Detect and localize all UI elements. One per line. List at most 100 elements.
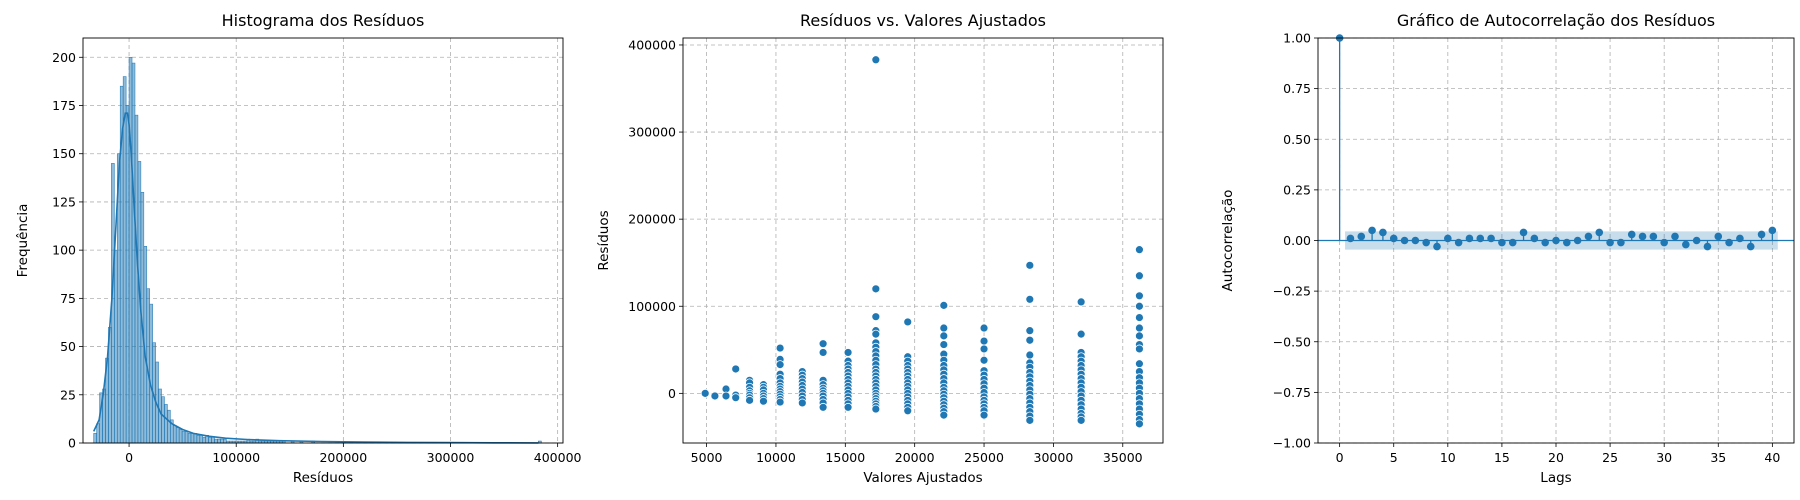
scatter-point: [1025, 326, 1035, 336]
scatter-point: [939, 331, 949, 341]
y-axis-label: Autocorrelação: [1220, 190, 1236, 292]
y-tick-label: 200000: [628, 212, 676, 227]
y-tick-label: 0.25: [1283, 182, 1311, 197]
y-tick-label: 0: [68, 436, 76, 451]
acf-marker: [1422, 238, 1430, 247]
y-tick-label: 100: [52, 243, 76, 258]
histogram-bar: [131, 62, 136, 444]
scatter-point: [1025, 350, 1035, 360]
x-tick-label: 10: [1440, 450, 1456, 465]
histogram-bar: [193, 433, 198, 444]
scatter-point: [1135, 323, 1144, 333]
histogram-bar: [175, 427, 180, 444]
scatter-point: [871, 312, 881, 322]
acf-marker: [1454, 238, 1463, 247]
scatter-point: [939, 340, 949, 349]
histogram-bar: [199, 434, 204, 444]
acf-marker: [1476, 234, 1485, 243]
scatter-point: [1135, 291, 1144, 301]
histogram-bar: [211, 436, 215, 444]
acf-marker: [1617, 238, 1625, 247]
scatter-point: [1135, 245, 1144, 255]
histogram-bar: [128, 56, 133, 444]
y-tick-label: 400000: [628, 37, 676, 52]
plot-frame: [1317, 37, 1795, 444]
x-axis-label: Resíduos: [293, 470, 353, 486]
y-tick-label: 200: [52, 50, 76, 65]
y-tick-label: 1.00: [1283, 31, 1311, 46]
histogram-bar: [196, 434, 201, 444]
x-tick-label: 20000: [895, 450, 935, 465]
x-tick-label: 40: [1764, 450, 1780, 465]
scatter-point: [871, 329, 881, 339]
histogram-bar: [164, 404, 168, 444]
histogram-bar: [181, 431, 186, 444]
y-tick-label: 300000: [628, 125, 676, 140]
x-tick-label: 30: [1656, 450, 1672, 465]
histogram-bar: [96, 423, 100, 444]
scatter-point: [818, 339, 828, 349]
scatter-point: [1135, 271, 1144, 281]
acf-marker: [1714, 232, 1723, 241]
acf-marker: [1433, 242, 1441, 251]
scatter-point: [871, 55, 881, 65]
acf-marker: [1552, 236, 1560, 245]
scatter-point: [818, 402, 828, 412]
y-tick-label: 0.50: [1283, 132, 1311, 147]
acf-marker: [1584, 232, 1593, 241]
y-tick-label: 75: [60, 291, 76, 306]
scatter-point: [979, 336, 989, 346]
acf-marker: [1757, 230, 1766, 239]
scatter-point: [1135, 301, 1144, 311]
acf-marker: [1736, 234, 1744, 243]
scatter-point: [775, 397, 785, 407]
y-tick-label: 50: [60, 339, 76, 354]
x-tick-label: 200000: [319, 450, 367, 465]
histogram-bar: [190, 433, 195, 444]
x-tick-label: 25: [1602, 450, 1618, 465]
histogram-bar: [202, 436, 206, 444]
x-tick-label: 15000: [825, 450, 865, 465]
x-tick-label: 5: [1390, 450, 1398, 465]
scatter-point: [775, 360, 785, 370]
scatter-point: [700, 388, 710, 398]
x-tick-label: 35000: [1103, 450, 1143, 465]
acf-marker: [1465, 234, 1474, 243]
scatter-point: [759, 396, 768, 406]
y-axis-label: Resíduos: [596, 210, 612, 270]
y-tick-label: −0.50: [1273, 334, 1311, 349]
acf-marker: [1746, 242, 1755, 251]
scatter-point: [979, 323, 989, 333]
acf-marker: [1606, 238, 1614, 247]
chart-title: Histograma dos Resíduos: [222, 11, 425, 30]
acf-marker: [1444, 234, 1452, 243]
x-tick-label: 35: [1710, 450, 1726, 465]
residuals-vs-fitted-panel: 5000 10000 15000 20000 25000 30000 35000 0 10000…: [596, 11, 1164, 486]
acf-marker: [1768, 226, 1777, 235]
scatter-point: [710, 391, 720, 401]
histogram-bar: [187, 433, 192, 444]
scatter-point: [1135, 313, 1144, 322]
scatter-point: [1076, 297, 1086, 307]
x-tick-label: 5000: [691, 450, 723, 465]
scatter-point: [1135, 419, 1144, 429]
histogram-bar: [114, 249, 118, 444]
histogram-bar: [214, 438, 218, 444]
scatter-point: [1025, 294, 1035, 304]
chart-title: Resíduos vs. Valores Ajustados: [800, 11, 1046, 30]
scatter-point: [939, 300, 949, 310]
autocorrelation-panel: 0 5 10 15 20 25 30 35 40 −1.00 −0.75 −0.50 −0.25 0.00…: [1220, 11, 1795, 486]
scatter-point: [1025, 415, 1035, 425]
histogram-bar: [223, 438, 227, 444]
scatter-point: [1076, 415, 1086, 425]
scatter-point: [979, 344, 989, 354]
histogram-bar: [134, 114, 139, 444]
scatter-point: [871, 284, 881, 294]
scatter-point: [731, 393, 741, 403]
scatter-point: [903, 406, 913, 416]
x-axis-label: Valores Ajustados: [863, 470, 982, 486]
histogram-bar: [125, 105, 130, 444]
acf-marker: [1498, 238, 1506, 247]
x-tick-label: 20: [1548, 450, 1564, 465]
scatter-point: [939, 410, 949, 420]
